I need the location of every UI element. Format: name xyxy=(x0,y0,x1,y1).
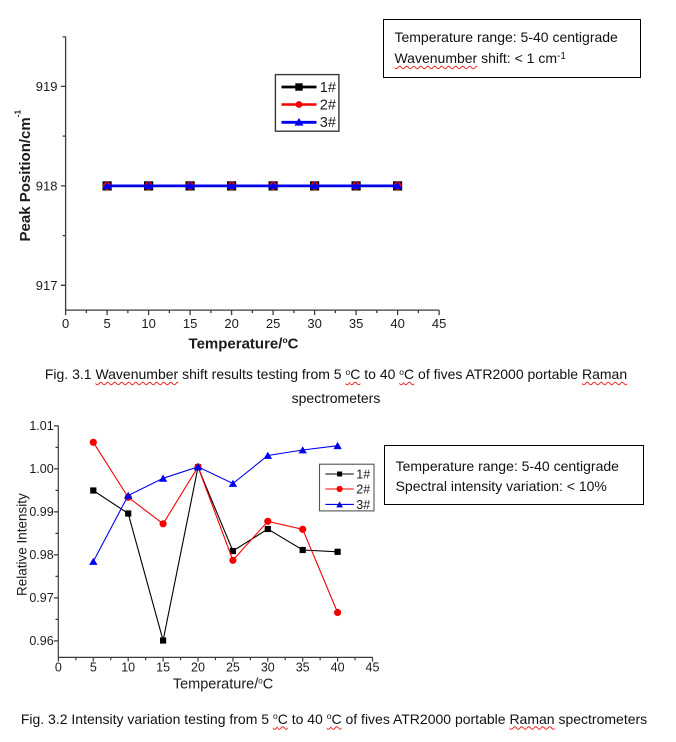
svg-text:1#: 1# xyxy=(356,467,370,481)
svg-text:917: 917 xyxy=(36,278,58,293)
svg-text:40: 40 xyxy=(390,316,404,331)
svg-text:0.97: 0.97 xyxy=(29,591,53,605)
svg-text:25: 25 xyxy=(266,316,280,331)
svg-text:3#: 3# xyxy=(356,498,370,512)
svg-text:0: 0 xyxy=(55,660,62,674)
svg-text:3#: 3# xyxy=(320,115,336,131)
svg-text:20: 20 xyxy=(191,660,205,674)
svg-text:5: 5 xyxy=(90,660,97,674)
svg-text:10: 10 xyxy=(141,316,155,331)
svg-text:918: 918 xyxy=(36,179,58,194)
svg-text:15: 15 xyxy=(183,316,197,331)
svg-text:Relative Intensity: Relative Intensity xyxy=(15,493,30,596)
svg-text:919: 919 xyxy=(36,79,58,94)
svg-text:10: 10 xyxy=(121,660,135,674)
svg-text:20: 20 xyxy=(224,316,238,331)
svg-text:30: 30 xyxy=(307,316,321,331)
svg-text:2#: 2# xyxy=(356,482,370,496)
svg-text:1.00: 1.00 xyxy=(29,462,53,476)
svg-text:45: 45 xyxy=(366,660,380,674)
svg-text:Peak Position/cm-1: Peak Position/cm-1 xyxy=(13,109,35,241)
svg-text:15: 15 xyxy=(156,660,170,674)
svg-text:45: 45 xyxy=(432,316,446,331)
svg-text:0.96: 0.96 xyxy=(29,634,53,648)
svg-text:5: 5 xyxy=(103,316,110,331)
svg-text:30: 30 xyxy=(261,660,275,674)
svg-text:Temperature/oC: Temperature/oC xyxy=(173,677,273,693)
svg-text:2#: 2# xyxy=(320,97,336,113)
svg-text:0.98: 0.98 xyxy=(29,548,53,562)
svg-text:0: 0 xyxy=(62,316,69,331)
svg-text:35: 35 xyxy=(296,660,310,674)
svg-text:1.01: 1.01 xyxy=(29,419,53,433)
svg-text:25: 25 xyxy=(226,660,240,674)
svg-text:40: 40 xyxy=(331,660,345,674)
svg-text:0.99: 0.99 xyxy=(29,505,53,519)
svg-text:Temperature/oC: Temperature/oC xyxy=(189,335,299,353)
svg-text:1#: 1# xyxy=(320,80,336,96)
svg-text:35: 35 xyxy=(349,316,363,331)
